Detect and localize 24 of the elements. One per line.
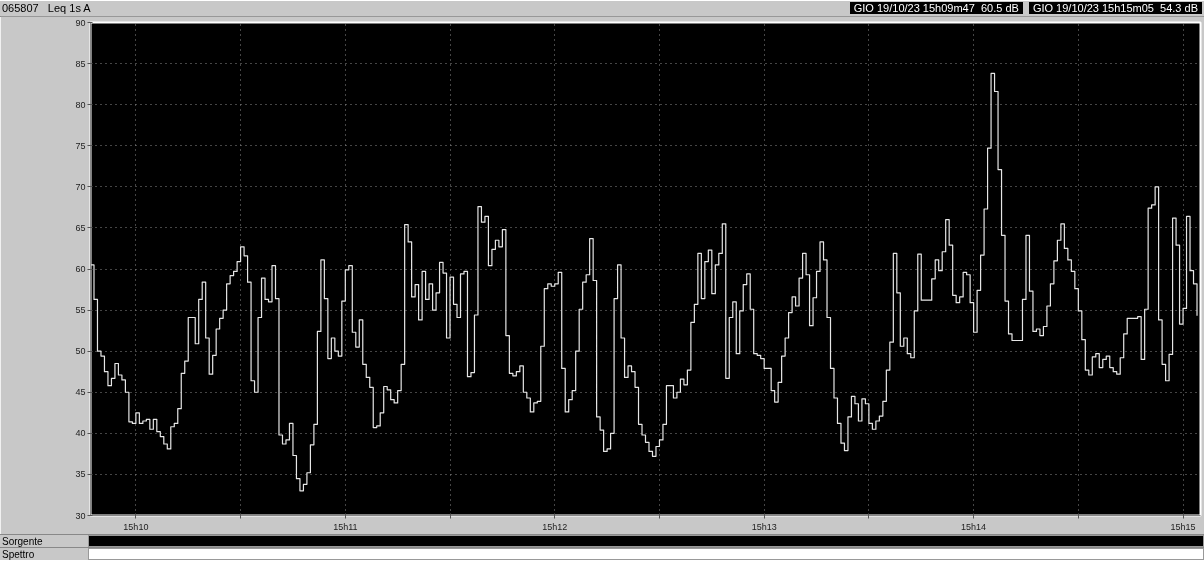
y-tick-label: 50 (75, 346, 86, 357)
y-tick-label: 45 (75, 387, 86, 398)
x-tick-label: 15h15 (1170, 521, 1196, 532)
x-tick-label: 15h11 (333, 521, 358, 532)
text: GIO 19/10/23 15h09m47 60.5 dB (849, 2, 1023, 14)
x-tick-label: 15h14 (961, 521, 987, 532)
y-tick-label: 30 (75, 510, 86, 521)
text: GIO 19/10/23 15h15m05 54.3 dB (1028, 2, 1202, 14)
y-tick-label: 85 (75, 58, 86, 69)
y-tick-label: 80 (75, 99, 86, 110)
y-tick-label: 55 (75, 305, 86, 316)
text: Spettro (0, 548, 88, 560)
y-tick-label: 60 (75, 264, 86, 274)
y-tick-label: 75 (75, 140, 86, 151)
x-tick-label: 15h10 (123, 521, 149, 532)
y-tick-label: 70 (75, 181, 86, 192)
x-tick-label: 15h13 (751, 521, 777, 532)
text: Sorgente (0, 535, 88, 547)
y-tick-label: 90 (75, 17, 86, 28)
y-tick-label: 65 (75, 222, 86, 233)
y-tick-label: 35 (75, 469, 86, 480)
x-tick-label: 15h12 (542, 521, 568, 532)
text: 065807 Leq 1s A (2, 2, 91, 14)
y-tick-label: 40 (75, 428, 86, 439)
